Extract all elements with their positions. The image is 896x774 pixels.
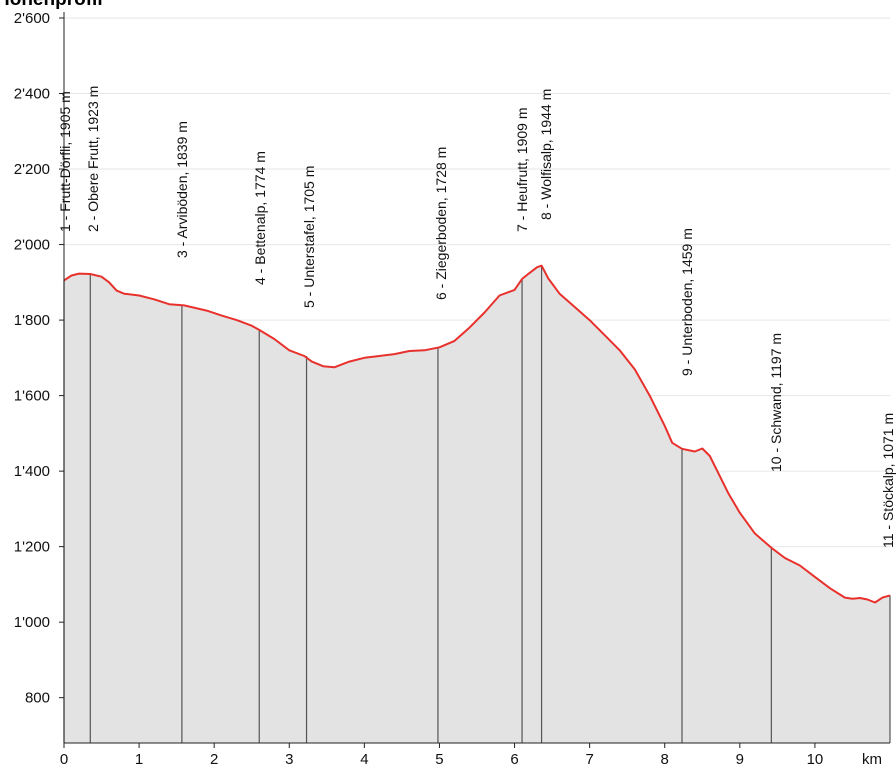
chart-title: Höhenprofil — [0, 0, 103, 10]
y-tick-label: 2'400 — [14, 86, 50, 103]
x-tick-label: 1 — [135, 751, 143, 768]
waypoint-label-3: 3 - Arviböden, 1839 m — [174, 121, 190, 258]
waypoint-label-11: 11 - Stöckalp, 1071 m — [880, 413, 896, 548]
waypoint-labels: 1 - Frutt-Dörfli, 1905 m 2 - Obere Frutt,… — [57, 86, 896, 548]
x-tick-label: 5 — [435, 751, 443, 768]
y-tick-label: 2'600 — [14, 10, 50, 27]
x-tick-label: 3 — [285, 751, 293, 768]
elevation-line — [63, 264, 891, 604]
waypoint-label-4: 4 - Bettenalp, 1774 m — [252, 151, 268, 285]
x-tick-label: 4 — [360, 751, 368, 768]
x-tick-label: 9 — [736, 751, 744, 768]
x-tick-label: 8 — [661, 751, 669, 768]
y-tick-label: 1'600 — [14, 388, 50, 405]
waypoint-label-6: 6 - Ziegerboden, 1728 m — [433, 147, 449, 300]
x-tick-label: 10 — [807, 751, 824, 768]
waypoint-label-2: 2 - Obere Frutt, 1923 m — [85, 86, 101, 232]
x-axis-unit-label: km — [862, 751, 882, 768]
y-tick-label: 1'000 — [14, 614, 50, 631]
x-tick-label: 6 — [510, 751, 518, 768]
waypoint-label-10: 10 - Schwand, 1197 m — [768, 333, 784, 472]
waypoint-label-5: 5 - Unterstafel, 1705 m — [301, 166, 317, 308]
x-axis-ticks: 0 1 2 3 4 5 6 7 8 9 10 — [60, 743, 823, 768]
y-tick-label: 1'200 — [14, 539, 50, 556]
x-tick-label: 0 — [60, 751, 68, 768]
y-tick-label: 1'400 — [14, 463, 50, 480]
axes — [63, 12, 890, 744]
y-tick-label: 2'200 — [14, 161, 50, 178]
waypoint-label-9: 9 - Unterboden, 1459 m — [679, 228, 695, 376]
waypoint-label-8: 8 - Wolfisalp, 1944 m — [538, 89, 554, 220]
y-tick-label: 800 — [25, 690, 50, 707]
waypoint-label-7: 7 - Heufrutt, 1909 m — [514, 107, 530, 232]
y-axis-ticks: 800 1'000 1'200 1'400 1'600 1'800 2'000 2'200 2'… — [14, 10, 64, 707]
y-tick-label: 2'000 — [14, 237, 50, 254]
x-tick-label: 2 — [210, 751, 218, 768]
elevation-area — [64, 265, 890, 743]
x-tick-label: 7 — [585, 751, 593, 768]
y-tick-label: 1'800 — [14, 312, 50, 329]
waypoint-label-1: 1 - Frutt-Dörfli, 1905 m — [57, 91, 73, 232]
